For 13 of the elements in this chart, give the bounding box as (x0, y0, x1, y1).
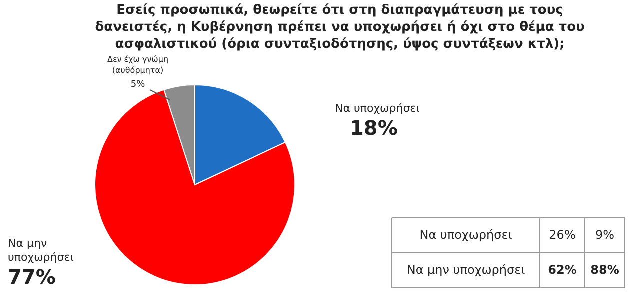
data-label: 5% (130, 80, 146, 90)
text: 9% (595, 228, 615, 242)
text: Να υποχωρήσει (420, 228, 512, 242)
data-label: 77% (8, 265, 56, 289)
slice-label: Να μην υποχωρήσει (8, 237, 74, 264)
text: 62% (548, 263, 577, 277)
data-label: 18% (350, 116, 398, 140)
chart-title: Εσείς προσωπικά, θεωρείτε ότι στη διαπραγμάτευση με τους δανειστές, η Κυβέρνηση πρέπει να υποχωρήσει ή όχι στο θέμα του ασφαλιστικού (όρια συνταξιοδότησης, ύψος συντάξεων κτλ); (95, 3, 585, 52)
text: 88% (590, 263, 620, 277)
slice-label: Δεν έχω γνώμη (αυθόρμητα) (107, 55, 169, 75)
slice-label: Να υποχωρήσει (335, 102, 420, 115)
text: Να μην υποχωρήσει (406, 263, 526, 277)
text: 26% (549, 228, 576, 242)
